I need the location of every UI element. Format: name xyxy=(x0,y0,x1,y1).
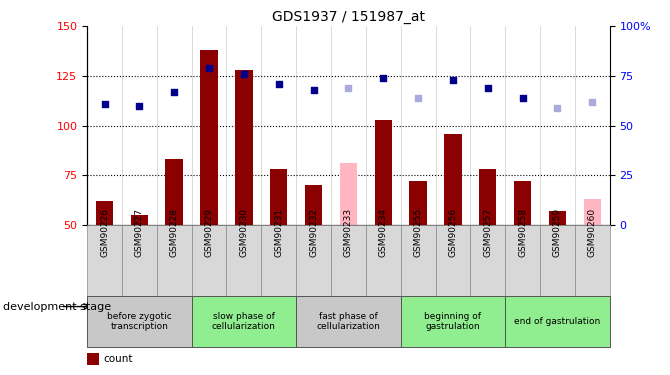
Bar xyxy=(401,296,505,347)
Bar xyxy=(401,225,436,296)
Bar xyxy=(122,225,157,296)
Bar xyxy=(436,225,470,296)
Text: GSM90258: GSM90258 xyxy=(518,208,527,257)
Text: GSM90234: GSM90234 xyxy=(379,208,388,257)
Bar xyxy=(505,225,540,296)
Title: GDS1937 / 151987_at: GDS1937 / 151987_at xyxy=(272,10,425,24)
Bar xyxy=(575,225,610,296)
Text: fast phase of
cellularization: fast phase of cellularization xyxy=(316,312,381,331)
Text: GSM90256: GSM90256 xyxy=(448,208,458,257)
Text: GSM90255: GSM90255 xyxy=(413,208,423,257)
Text: GSM90260: GSM90260 xyxy=(588,208,597,257)
Bar xyxy=(505,296,610,347)
Bar xyxy=(192,225,226,296)
Bar xyxy=(235,70,253,225)
Point xyxy=(448,77,458,83)
Point xyxy=(517,95,528,101)
Bar xyxy=(157,225,192,296)
Bar xyxy=(444,134,462,225)
Point xyxy=(273,81,284,87)
Bar xyxy=(131,215,148,225)
Bar xyxy=(165,159,183,225)
Point xyxy=(308,87,319,93)
Bar xyxy=(375,120,392,225)
Point xyxy=(204,65,214,71)
Bar xyxy=(87,225,122,296)
Bar xyxy=(540,225,575,296)
Point xyxy=(99,101,110,107)
Bar xyxy=(479,170,496,225)
Point xyxy=(413,95,423,101)
Text: slow phase of
cellularization: slow phase of cellularization xyxy=(212,312,276,331)
Text: GSM90227: GSM90227 xyxy=(135,208,144,257)
Bar xyxy=(296,296,401,347)
Text: GSM90226: GSM90226 xyxy=(100,208,109,257)
Point xyxy=(343,85,354,91)
Text: GSM90228: GSM90228 xyxy=(170,208,179,257)
Text: GSM90232: GSM90232 xyxy=(309,208,318,257)
Text: GSM90229: GSM90229 xyxy=(204,208,214,257)
Bar xyxy=(549,211,566,225)
Text: beginning of
gastrulation: beginning of gastrulation xyxy=(424,312,482,331)
Text: end of gastrulation: end of gastrulation xyxy=(515,317,600,326)
Bar xyxy=(296,225,331,296)
Bar xyxy=(340,164,357,225)
Text: GSM90230: GSM90230 xyxy=(239,208,249,257)
Text: before zygotic
transcription: before zygotic transcription xyxy=(107,312,172,331)
Bar xyxy=(270,170,287,225)
Bar xyxy=(96,201,113,225)
Point xyxy=(169,89,180,95)
Text: GSM90231: GSM90231 xyxy=(274,208,283,257)
Bar xyxy=(200,50,218,225)
Bar xyxy=(584,199,601,225)
Point xyxy=(378,75,389,81)
Point xyxy=(552,105,563,111)
Point xyxy=(482,85,493,91)
Text: GSM90259: GSM90259 xyxy=(553,208,562,257)
Bar xyxy=(261,225,296,296)
Bar xyxy=(192,296,296,347)
Point xyxy=(239,71,249,77)
Text: GSM90257: GSM90257 xyxy=(483,208,492,257)
Bar xyxy=(87,296,192,347)
Point xyxy=(134,103,145,109)
Bar xyxy=(409,181,427,225)
Point xyxy=(587,99,598,105)
Bar xyxy=(305,185,322,225)
Bar xyxy=(470,225,505,296)
Bar xyxy=(331,225,366,296)
Bar xyxy=(514,181,531,225)
Bar xyxy=(226,225,261,296)
Bar xyxy=(366,225,401,296)
Text: GSM90233: GSM90233 xyxy=(344,208,353,257)
Text: count: count xyxy=(104,354,133,364)
Text: development stage: development stage xyxy=(3,302,111,312)
